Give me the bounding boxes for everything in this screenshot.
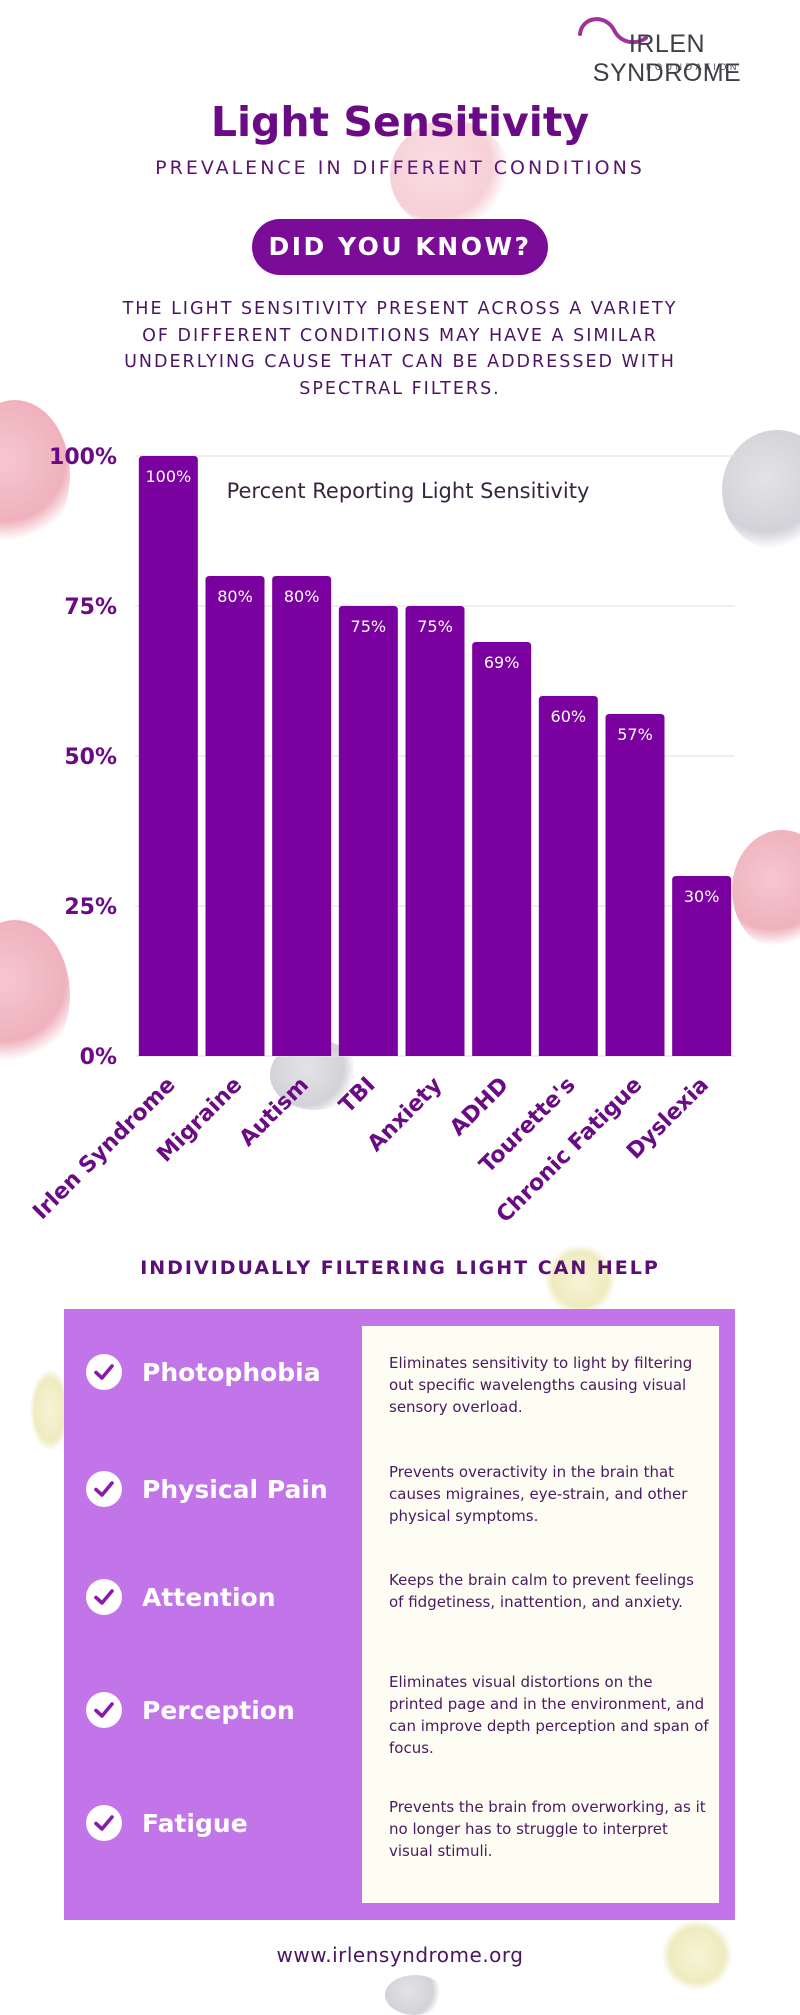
benefit-description: Eliminates sensitivity to light by filte… — [389, 1354, 693, 1416]
check-circle-icon — [86, 1579, 122, 1615]
y-tick-label: 50% — [64, 745, 117, 770]
benefit-item-perception: Perception — [86, 1690, 295, 1730]
check-circle-icon — [86, 1692, 122, 1728]
intro-text: THE LIGHT SENSITIVITY PRESENT ACROSS A V… — [122, 299, 678, 399]
bar-value-label: 100% — [145, 467, 191, 486]
check-circle-icon — [86, 1805, 122, 1841]
benefit-label: Attention — [142, 1582, 276, 1612]
bar-value-label: 75% — [417, 617, 453, 636]
bar-value-label: 69% — [484, 653, 520, 672]
benefit-label: Physical Pain — [142, 1474, 328, 1504]
chart-title: Percent Reporting Light Sensitivity — [227, 479, 590, 503]
bar — [605, 714, 665, 1056]
benefit-item-fatigue: Fatigue — [86, 1803, 248, 1843]
bar — [338, 606, 398, 1056]
benefit-label: Photophobia — [142, 1357, 321, 1387]
x-tick-label: Autism — [235, 1073, 314, 1152]
y-tick-label: 0% — [80, 1045, 117, 1070]
benefit-description: Eliminates visual distortions on the pri… — [389, 1673, 709, 1757]
benefit-item-attention: Attention — [86, 1577, 276, 1617]
benefit-label: Perception — [142, 1695, 295, 1725]
website-link[interactable]: www.irlensyndrome.org — [276, 1943, 524, 1967]
x-tick-label: Anxiety — [363, 1073, 447, 1157]
benefit-label: Fatigue — [142, 1808, 248, 1838]
bar-value-label: 80% — [217, 587, 253, 606]
light-sensitivity-bar-chart: 100% 80% 80% 75% 75% 69% 60% 57% 30% 0% 25% 50% 75%… — [28, 445, 735, 1228]
logo-subtext: FOUNDATION — [646, 62, 740, 72]
bar — [538, 696, 598, 1056]
bar — [138, 456, 198, 1056]
benefit-description: Prevents overactivity in the brain that … — [389, 1463, 688, 1525]
benefits-description-box — [362, 1326, 719, 1903]
bar-value-label: 75% — [351, 617, 387, 636]
bar-value-label: 30% — [684, 887, 720, 906]
foundation-logo[interactable]: IRLEN SYNDROME FOUNDATION — [562, 10, 772, 87]
check-circle-icon — [86, 1354, 122, 1390]
bar — [672, 876, 732, 1056]
bar-value-label: 57% — [617, 725, 653, 744]
benefits-heading: INDIVIDUALLY FILTERING LIGHT CAN HELP — [140, 1257, 660, 1279]
bar — [205, 576, 265, 1056]
page-subtitle: PREVALENCE IN DIFFERENT CONDITIONS — [155, 157, 645, 179]
check-circle-icon — [86, 1471, 122, 1507]
bar-value-label: 60% — [551, 707, 587, 726]
bar — [272, 576, 332, 1056]
benefits-panel: Photophobia Eliminates sensitivity to li… — [64, 1309, 735, 1920]
page-title: Light Sensitivity — [210, 98, 590, 146]
y-tick-label: 100% — [49, 445, 117, 470]
background-leaf — [662, 1920, 732, 1990]
bar — [472, 642, 532, 1056]
logo-swoosh-icon — [578, 17, 648, 45]
y-tick-label: 75% — [64, 595, 117, 620]
logo-text: IRLEN SYNDROME — [592, 30, 742, 87]
x-tick-label: TBI — [335, 1073, 381, 1119]
background-leaf — [30, 1370, 70, 1450]
background-leaf — [545, 1245, 615, 1315]
did-you-know-badge: DID YOU KNOW? — [252, 219, 548, 275]
background-berry — [390, 120, 510, 230]
y-tick-label: 25% — [64, 895, 117, 920]
benefit-item-photophobia: Photophobia — [86, 1352, 321, 1392]
bar — [405, 606, 465, 1056]
bar-value-label: 80% — [284, 587, 320, 606]
benefit-item-physical-pain: Physical Pain — [86, 1469, 328, 1509]
benefit-description: Keeps the brain calm to prevent feelings… — [389, 1571, 694, 1611]
benefit-description: Prevents the brain from overworking, as … — [389, 1798, 706, 1860]
background-berry — [385, 1975, 445, 2015]
